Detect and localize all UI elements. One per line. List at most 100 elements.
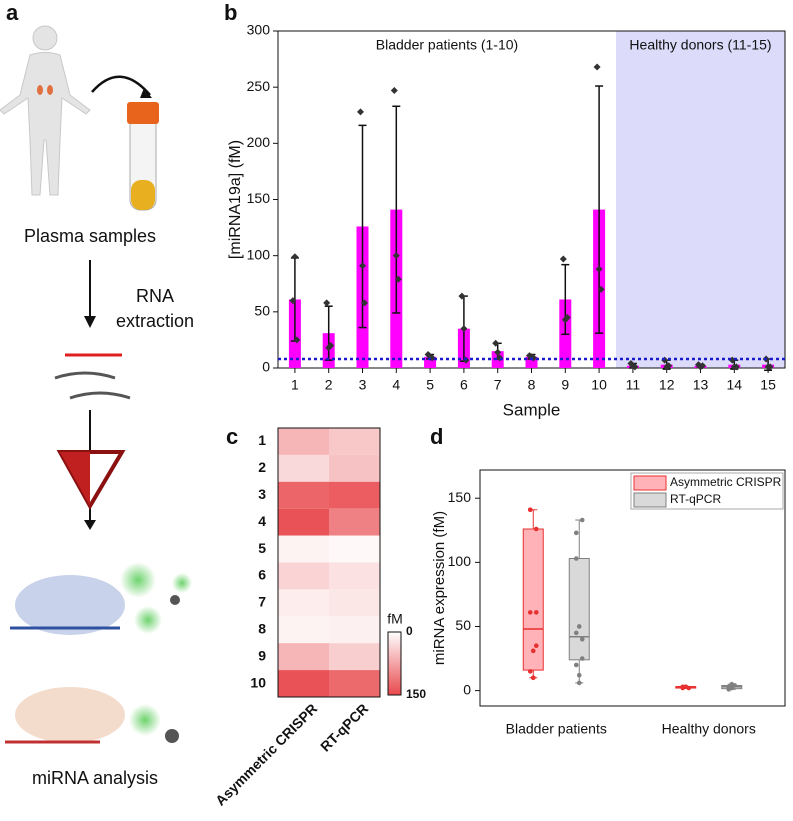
colorbar-title: fM [387, 611, 403, 627]
data-point [530, 648, 536, 654]
x-tick-label: 12 [659, 377, 675, 393]
x-tick-label: 6 [460, 377, 468, 393]
panel-letter: c [226, 424, 238, 449]
data-point [573, 630, 579, 636]
row-label: 2 [258, 459, 266, 475]
arrowhead [140, 88, 152, 98]
plot-frame [479, 469, 786, 707]
y-tick-label: 50 [254, 303, 270, 319]
arrowhead [84, 316, 96, 328]
triangle-half [60, 452, 90, 506]
heat-cell [329, 589, 380, 617]
heat-cell [278, 589, 329, 617]
row-label: 5 [258, 540, 266, 556]
rna [54, 371, 131, 400]
data-point [533, 643, 539, 649]
quencher [170, 595, 180, 605]
organ [37, 85, 43, 95]
cas-protein [15, 575, 125, 635]
y-tick-label: 150 [247, 190, 271, 206]
heat-cell [329, 670, 380, 697]
x-tick-label: 14 [727, 377, 743, 393]
colorbar-tick-label: 0 [406, 624, 413, 638]
data-point [579, 637, 585, 642]
data-point [573, 556, 579, 561]
data-point [573, 662, 579, 668]
replicate-point [665, 362, 673, 370]
row-label: 3 [258, 486, 266, 502]
step-label: Plasma samples [24, 226, 156, 246]
panel-a-illustration [0, 25, 192, 744]
fluorophore [129, 704, 161, 736]
heat-cell [329, 562, 380, 590]
heatmap-frame [277, 427, 381, 698]
y-axis-title: miRNA expression (fM) [431, 511, 448, 665]
tube-cap [127, 102, 159, 124]
x-tick-label: 1 [291, 377, 299, 393]
legend-swatch [633, 475, 667, 491]
y-tick-label: 100 [448, 553, 472, 569]
human-silhouette [0, 25, 91, 196]
heat-cell [329, 508, 380, 536]
legend-label: Asymmetric CRISPR [670, 475, 782, 489]
x-tick-label: Healthy donors [662, 721, 756, 737]
colorbar [387, 631, 402, 696]
fluorophore [134, 606, 162, 634]
replicate-point [559, 255, 567, 263]
box [568, 558, 590, 661]
x-tick-label: 13 [693, 377, 709, 393]
replicate-point [699, 362, 706, 370]
replicate-point [460, 325, 468, 333]
x-tick-label: Bladder patients [506, 721, 607, 737]
y-tick-label: 0 [463, 681, 471, 697]
heat-cell [329, 428, 380, 455]
y-tick-label: 100 [247, 246, 271, 262]
heat-cell [278, 670, 329, 697]
heat-cell [278, 643, 329, 671]
y-tick-label: 250 [247, 78, 271, 94]
replicate-point [291, 253, 299, 261]
heat-cell [329, 481, 380, 509]
fluorophore [172, 573, 192, 593]
y-tick-label: 0 [262, 359, 270, 375]
replicate-point [458, 292, 466, 300]
heat-cell [329, 616, 380, 644]
heat-cell [278, 454, 329, 482]
step-label: RNA [136, 286, 174, 306]
colorbar-tick-label: 150 [406, 687, 426, 701]
replicate-point [492, 339, 500, 347]
step-label: extraction [116, 311, 194, 331]
replicate-point [327, 342, 335, 350]
x-tick-label: 7 [494, 377, 502, 393]
heat-cell [278, 481, 329, 509]
row-label: 9 [258, 647, 266, 663]
region-label: Healthy donors (11-15) [629, 37, 771, 53]
legend-label: RT-qPCR [670, 492, 721, 506]
y-tick-label: 200 [247, 134, 271, 150]
column-label: Asymmetric CRISPR [212, 700, 320, 808]
x-tick-label: 10 [591, 377, 607, 393]
x-tick-label: 5 [426, 377, 434, 393]
replicate-point [392, 252, 400, 260]
replicate-point [357, 108, 364, 116]
x-tick-label: 8 [528, 377, 536, 393]
data-point [726, 684, 732, 690]
x-tick-label: 11 [626, 377, 641, 393]
panel-letter: a [6, 0, 19, 25]
x-axis-title: Sample [503, 400, 561, 419]
replicate-point [293, 336, 301, 344]
data-point [683, 684, 689, 690]
data-point [527, 610, 533, 615]
data-point [533, 610, 539, 615]
replicate-point [494, 348, 502, 356]
quencher [165, 729, 179, 743]
x-tick-label: 15 [760, 377, 776, 393]
replicate-point [563, 313, 571, 321]
x-tick-label: 4 [392, 377, 400, 393]
heat-cell [329, 454, 380, 482]
bar [424, 356, 437, 368]
heat-cell [278, 562, 329, 590]
x-tick-label: 9 [561, 377, 569, 393]
region-label: Bladder patients (1-10) [376, 37, 518, 53]
